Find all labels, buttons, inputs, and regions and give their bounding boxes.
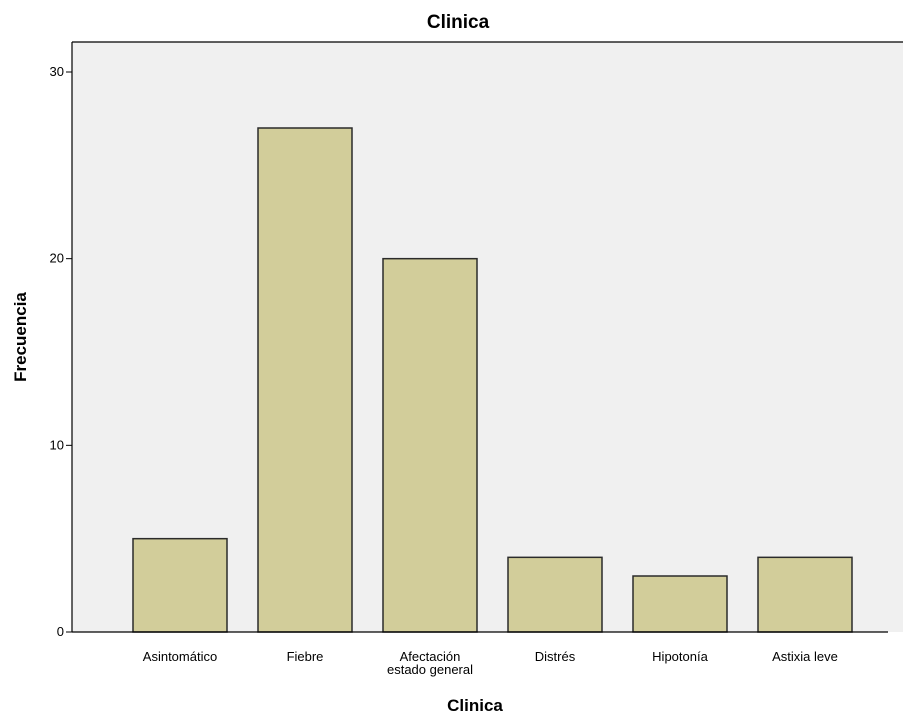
x-tick-label-5: Astixia leve: [772, 649, 838, 664]
y-tick-label-3: 30: [50, 64, 64, 79]
bar-3: [507, 556, 603, 633]
bar-1: [257, 127, 353, 633]
y-ticks: 0 10 20 30: [50, 64, 72, 639]
x-tick-label-4: Hipotonía: [652, 649, 708, 664]
bar-0: [132, 537, 228, 633]
chart-title: Clinica: [427, 12, 490, 33]
y-tick-label-0: 0: [57, 624, 64, 639]
y-tick-label-2: 20: [50, 251, 64, 266]
bar-2: [382, 257, 478, 633]
x-tick-labels: Asintomático Fiebre Afectación estado gener…: [143, 649, 838, 677]
x-tick-label-3: Distrés: [535, 649, 576, 664]
x-tick-label-1: Fiebre: [287, 649, 324, 664]
bars: [132, 127, 853, 633]
x-axis-title: Clinica: [447, 696, 503, 715]
bar-4: [632, 575, 728, 633]
x-tick-label-2: Afectación estado general: [387, 649, 473, 677]
bar-5: [757, 556, 853, 633]
x-tick-label-0: Asintomático: [143, 649, 217, 664]
plot-area: [72, 42, 903, 632]
y-tick-label-1: 10: [50, 437, 64, 452]
y-axis-title: Frecuencia: [11, 292, 30, 382]
